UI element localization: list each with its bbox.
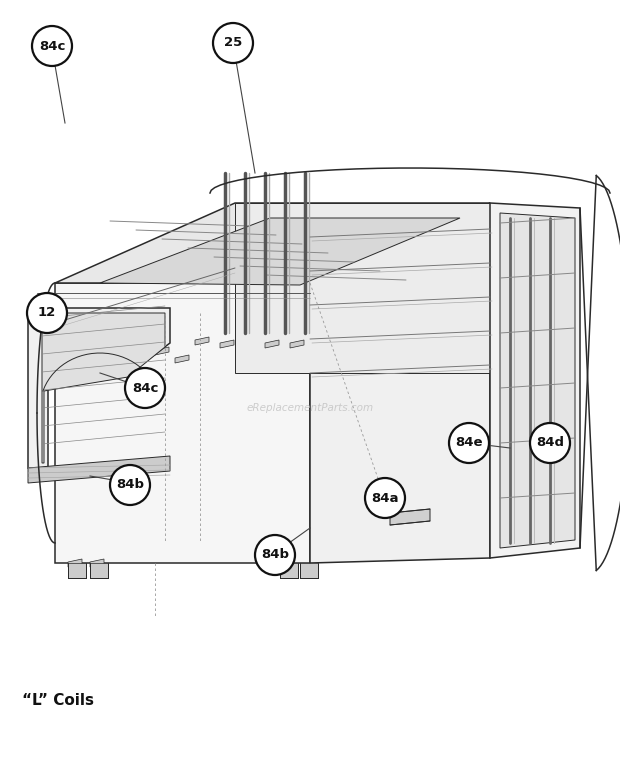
- Circle shape: [27, 293, 67, 333]
- Text: 84c: 84c: [39, 40, 65, 53]
- Polygon shape: [28, 308, 170, 468]
- Polygon shape: [90, 559, 104, 567]
- Polygon shape: [155, 347, 169, 355]
- Polygon shape: [28, 456, 170, 483]
- Polygon shape: [90, 563, 108, 578]
- Circle shape: [530, 423, 570, 463]
- Text: 12: 12: [38, 307, 56, 320]
- Polygon shape: [100, 218, 460, 285]
- Polygon shape: [195, 337, 209, 345]
- Polygon shape: [55, 203, 490, 283]
- Polygon shape: [55, 283, 310, 563]
- Circle shape: [110, 465, 150, 505]
- Polygon shape: [490, 203, 580, 558]
- Polygon shape: [390, 509, 430, 525]
- Text: 84a: 84a: [371, 491, 399, 504]
- Polygon shape: [310, 203, 490, 563]
- Polygon shape: [265, 340, 279, 348]
- Polygon shape: [42, 313, 165, 463]
- Text: 25: 25: [224, 37, 242, 50]
- Text: 84d: 84d: [536, 436, 564, 449]
- Text: “L” Coils: “L” Coils: [22, 693, 94, 708]
- Polygon shape: [235, 203, 490, 373]
- Polygon shape: [280, 563, 298, 578]
- Circle shape: [213, 23, 253, 63]
- Circle shape: [449, 423, 489, 463]
- Circle shape: [32, 26, 72, 66]
- Text: 84b: 84b: [261, 549, 289, 562]
- Polygon shape: [290, 340, 304, 348]
- Polygon shape: [175, 355, 189, 363]
- Text: 84b: 84b: [116, 478, 144, 491]
- Polygon shape: [68, 563, 86, 578]
- Text: 84e: 84e: [455, 436, 483, 449]
- Polygon shape: [300, 563, 318, 578]
- Text: 84c: 84c: [132, 382, 158, 394]
- Polygon shape: [68, 559, 82, 567]
- Polygon shape: [500, 213, 575, 548]
- Circle shape: [365, 478, 405, 518]
- Polygon shape: [220, 340, 234, 348]
- Text: eReplacementParts.com: eReplacementParts.com: [246, 403, 374, 413]
- Circle shape: [255, 535, 295, 575]
- Circle shape: [125, 368, 165, 408]
